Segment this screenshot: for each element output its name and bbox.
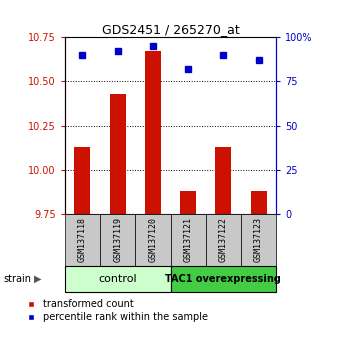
Title: GDS2451 / 265270_at: GDS2451 / 265270_at	[102, 23, 239, 36]
Bar	[180, 191, 196, 214]
Text: TAC1 overexpressing: TAC1 overexpressing	[165, 274, 281, 284]
Legend: transformed count, percentile rank within the sample: transformed count, percentile rank withi…	[17, 296, 212, 326]
Bar	[135, 214, 170, 266]
Text: GSM137119: GSM137119	[113, 217, 122, 262]
Bar	[170, 214, 206, 266]
Bar	[251, 191, 267, 214]
Bar	[170, 266, 276, 292]
Bar	[100, 214, 135, 266]
Bar	[145, 51, 161, 214]
Bar	[65, 214, 100, 266]
Text: control: control	[98, 274, 137, 284]
Text: GSM137118: GSM137118	[78, 217, 87, 262]
Bar	[110, 94, 125, 214]
Text: GSM137122: GSM137122	[219, 217, 228, 262]
Bar	[74, 147, 90, 214]
Text: GSM137121: GSM137121	[183, 217, 193, 262]
Bar	[206, 214, 241, 266]
Text: strain: strain	[3, 274, 31, 284]
Text: GSM137120: GSM137120	[148, 217, 158, 262]
Bar	[216, 147, 231, 214]
Bar	[241, 214, 276, 266]
Bar	[65, 266, 170, 292]
Text: GSM137123: GSM137123	[254, 217, 263, 262]
Text: ▶: ▶	[34, 274, 42, 284]
